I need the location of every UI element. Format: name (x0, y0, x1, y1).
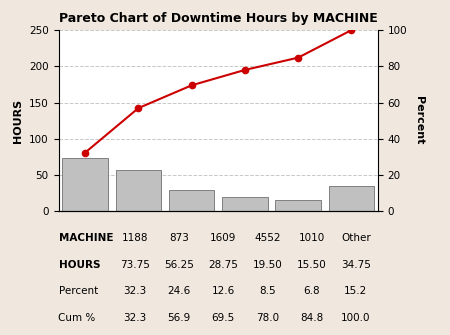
Text: 12.6: 12.6 (212, 286, 235, 296)
Bar (329, 186, 374, 211)
Text: 100.0: 100.0 (341, 313, 371, 323)
Text: Percent: Percent (58, 286, 98, 296)
Text: 1609: 1609 (210, 233, 237, 243)
Bar (169, 190, 214, 211)
Text: 69.5: 69.5 (212, 313, 235, 323)
Text: 28.75: 28.75 (208, 260, 238, 270)
Text: 34.75: 34.75 (341, 260, 371, 270)
Text: 84.8: 84.8 (300, 313, 324, 323)
Bar (222, 197, 267, 211)
Text: 78.0: 78.0 (256, 313, 279, 323)
Text: 19.50: 19.50 (252, 260, 283, 270)
Bar (275, 200, 321, 211)
Text: 6.8: 6.8 (303, 286, 320, 296)
Text: 24.6: 24.6 (167, 286, 191, 296)
Text: MACHINE: MACHINE (58, 233, 113, 243)
Text: HOURS: HOURS (58, 260, 100, 270)
Bar (63, 158, 108, 211)
Text: Other: Other (341, 233, 371, 243)
Text: 15.2: 15.2 (344, 286, 368, 296)
Y-axis label: Percent: Percent (414, 96, 424, 145)
Y-axis label: HOURS: HOURS (14, 98, 23, 143)
Text: 8.5: 8.5 (259, 286, 276, 296)
Text: 73.75: 73.75 (120, 260, 150, 270)
Text: 1010: 1010 (299, 233, 325, 243)
Text: 56.9: 56.9 (167, 313, 191, 323)
Text: 1188: 1188 (122, 233, 148, 243)
Bar (116, 170, 161, 211)
Text: 56.25: 56.25 (164, 260, 194, 270)
Text: 32.3: 32.3 (123, 286, 147, 296)
Text: Cum %: Cum % (58, 313, 96, 323)
Text: 4552: 4552 (254, 233, 281, 243)
Text: 873: 873 (169, 233, 189, 243)
Text: 32.3: 32.3 (123, 313, 147, 323)
Title: Pareto Chart of Downtime Hours by MACHINE: Pareto Chart of Downtime Hours by MACHIN… (59, 12, 378, 25)
Text: 15.50: 15.50 (297, 260, 327, 270)
